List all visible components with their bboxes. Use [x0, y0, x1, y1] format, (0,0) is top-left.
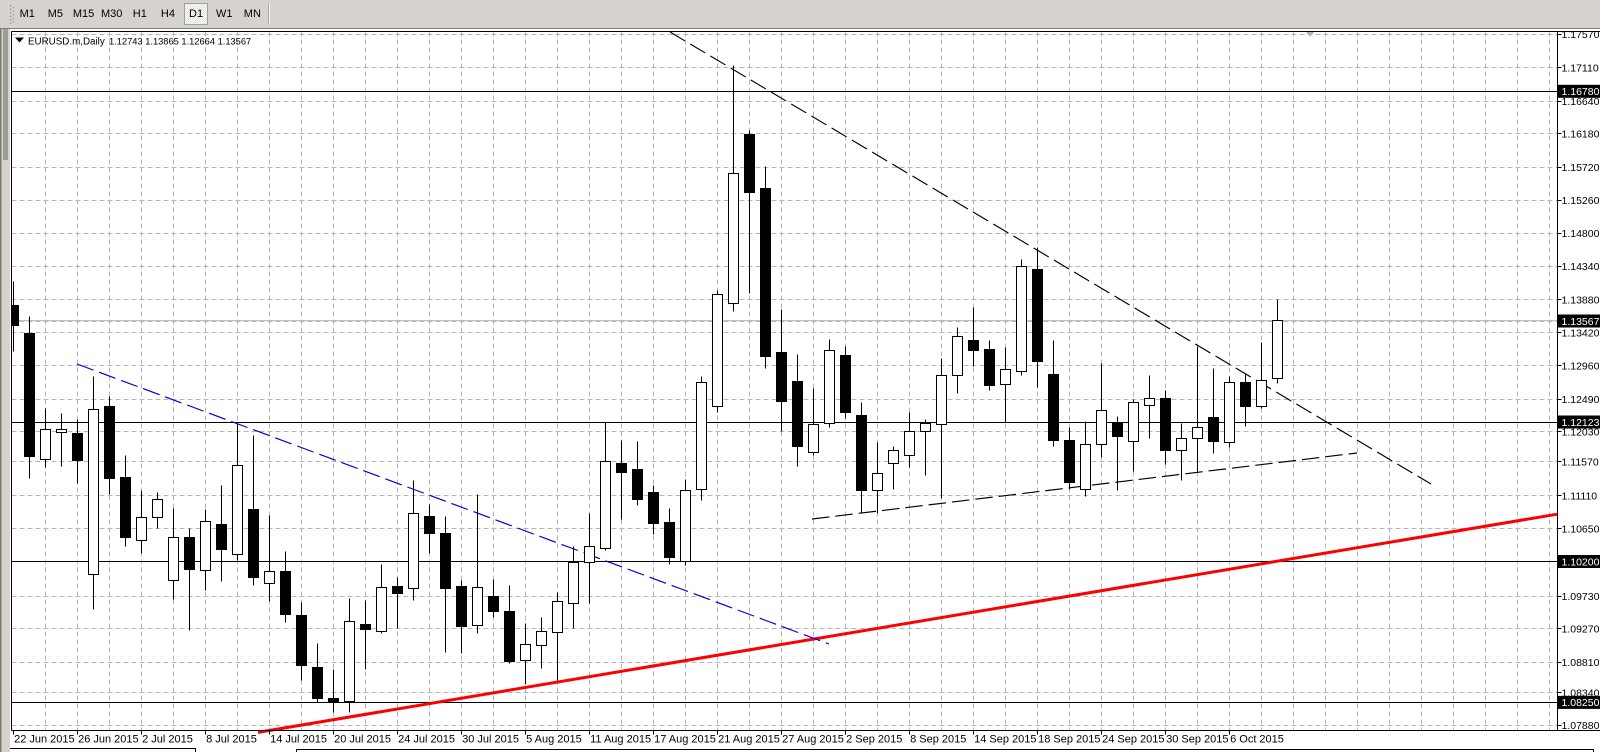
svg-text:1.12123: 1.12123	[1562, 417, 1600, 429]
svg-text:1.13420: 1.13420	[1562, 328, 1600, 340]
svg-text:1.17570: 1.17570	[1562, 29, 1600, 41]
svg-text:1.10650: 1.10650	[1562, 524, 1600, 536]
svg-text:22 Jun 2015: 22 Jun 2015	[14, 734, 75, 746]
svg-text:24 Jul 2015: 24 Jul 2015	[398, 734, 455, 746]
svg-text:18 Sep 2015: 18 Sep 2015	[1038, 734, 1100, 746]
svg-text:1.14800: 1.14800	[1562, 228, 1600, 240]
svg-text:1.08250: 1.08250	[1562, 697, 1600, 709]
svg-text:1.07880: 1.07880	[1562, 720, 1600, 732]
svg-text:17 Aug 2015: 17 Aug 2015	[654, 734, 716, 746]
svg-text:2 Sep 2015: 2 Sep 2015	[846, 734, 902, 746]
svg-text:14 Jul 2015: 14 Jul 2015	[270, 734, 327, 746]
svg-text:1.11570: 1.11570	[1562, 457, 1599, 469]
svg-text:20 Jul 2015: 20 Jul 2015	[334, 734, 391, 746]
svg-text:1.16780: 1.16780	[1562, 86, 1600, 98]
svg-text:8 Jul 2015: 8 Jul 2015	[206, 734, 257, 746]
svg-text:1.12030: 1.12030	[1562, 427, 1600, 439]
svg-text:1.12960: 1.12960	[1562, 361, 1600, 373]
svg-text:1.10200: 1.10200	[1562, 556, 1600, 568]
svg-text:8 Sep 2015: 8 Sep 2015	[910, 734, 966, 746]
svg-text:1.14340: 1.14340	[1562, 261, 1600, 273]
svg-text:1.08810: 1.08810	[1562, 657, 1600, 669]
svg-text:5 Aug 2015: 5 Aug 2015	[526, 734, 582, 746]
svg-text:26 Jun 2015: 26 Jun 2015	[78, 734, 139, 746]
svg-text:1.15720: 1.15720	[1562, 162, 1600, 174]
svg-text:24 Sep 2015: 24 Sep 2015	[1102, 734, 1164, 746]
svg-text:30 Sep 2015: 30 Sep 2015	[1166, 734, 1228, 746]
svg-text:1.12490: 1.12490	[1562, 394, 1600, 406]
svg-text:1.16180: 1.16180	[1562, 129, 1600, 141]
svg-text:1.09270: 1.09270	[1562, 624, 1600, 636]
svg-text:1.09730: 1.09730	[1562, 591, 1600, 603]
svg-text:1.16640: 1.16640	[1562, 96, 1600, 108]
svg-text:1.15260: 1.15260	[1562, 195, 1600, 207]
svg-text:6 Oct 2015: 6 Oct 2015	[1230, 734, 1284, 746]
svg-text:30 Jul 2015: 30 Jul 2015	[462, 734, 519, 746]
svg-text:1.13880: 1.13880	[1562, 294, 1600, 306]
svg-text:1.12743 1.13865 1.12664 1.1356: 1.12743 1.13865 1.12664 1.13567	[109, 37, 251, 47]
svg-text:1.17110: 1.17110	[1562, 62, 1599, 74]
svg-text:14 Sep 2015: 14 Sep 2015	[974, 734, 1036, 746]
svg-text:1.11110: 1.11110	[1562, 490, 1598, 502]
svg-text:2 Jul 2015: 2 Jul 2015	[142, 734, 193, 746]
svg-text:11 Aug 2015: 11 Aug 2015	[590, 734, 651, 746]
svg-text:EURUSD.m,Daily: EURUSD.m,Daily	[28, 37, 105, 48]
svg-text:27 Aug 2015: 27 Aug 2015	[782, 734, 844, 746]
svg-text:21 Aug 2015: 21 Aug 2015	[718, 734, 780, 746]
svg-text:1.13567: 1.13567	[1562, 316, 1600, 328]
